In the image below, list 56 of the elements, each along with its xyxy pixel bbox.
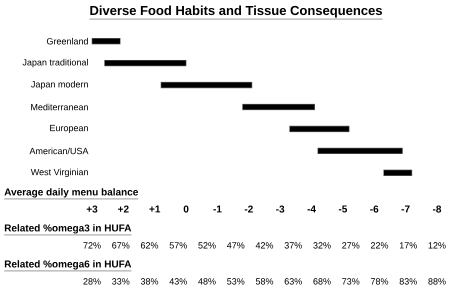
y-tick-label: Mediterranean — [31, 104, 88, 110]
text: 43% — [169, 278, 187, 285]
text: 37% — [284, 242, 302, 249]
y-tick-label: Greenland — [46, 38, 88, 44]
text: 52% — [198, 242, 216, 249]
bar — [383, 170, 412, 176]
bar — [289, 126, 350, 132]
x-tick-label: -2 — [244, 206, 253, 213]
text: 17% — [400, 242, 417, 248]
bar — [92, 38, 121, 44]
x-tick-label: -1 — [213, 206, 222, 212]
y-tick-label: Japan modern — [31, 80, 88, 90]
x-tick-label: -5 — [338, 206, 348, 212]
text: 53% — [227, 278, 244, 285]
text: 63% — [284, 278, 302, 285]
text: 72% — [83, 242, 101, 249]
text: 68% — [313, 278, 331, 285]
bar — [318, 148, 403, 154]
y-tick-label: European — [50, 124, 88, 133]
text: 28% — [83, 278, 101, 285]
text: 42% — [256, 242, 274, 249]
bar — [104, 60, 186, 66]
x-axis-title: Average daily menu balance — [4, 188, 138, 198]
text: 78% — [370, 278, 388, 285]
x-tick-label: +2 — [118, 206, 129, 213]
text: 48% — [198, 278, 216, 285]
x-tick-label: -4 — [307, 206, 316, 212]
bar — [242, 104, 315, 110]
y-tick-label: Japan traditional — [22, 58, 88, 68]
x-tick-label: -8 — [432, 206, 442, 213]
x-tick-label: -3 — [276, 206, 284, 213]
x-tick-label: -6 — [370, 206, 378, 213]
x-tick-label: +1 — [149, 206, 160, 212]
text: 32% — [313, 242, 331, 249]
text: 58% — [256, 278, 274, 285]
text: 57% — [170, 242, 187, 249]
text: Related %omega6 in HUFA — [4, 260, 132, 270]
text: 67% — [112, 242, 130, 249]
x-tick-label: -7 — [402, 206, 410, 212]
text: 88% — [428, 278, 446, 285]
text: 22% — [370, 242, 388, 249]
y-tick-label: American/USA — [29, 148, 88, 154]
text: 12% — [428, 242, 446, 249]
text: 27% — [342, 242, 360, 249]
text: 47% — [226, 242, 244, 248]
text: Related %omega3 in HUFA — [4, 224, 132, 234]
text: 33% — [112, 278, 130, 285]
text: 38% — [140, 278, 158, 285]
text: 83% — [400, 278, 417, 285]
bar — [160, 82, 252, 88]
chart-title: Diverse Food Habits and Tissue Consequences — [90, 6, 382, 18]
x-tick-label: +3 — [86, 206, 98, 213]
text: 73% — [342, 278, 360, 285]
x-tick-label: 0 — [184, 206, 188, 213]
text: 62% — [140, 242, 158, 249]
y-tick-label: West Virginian — [30, 168, 88, 178]
